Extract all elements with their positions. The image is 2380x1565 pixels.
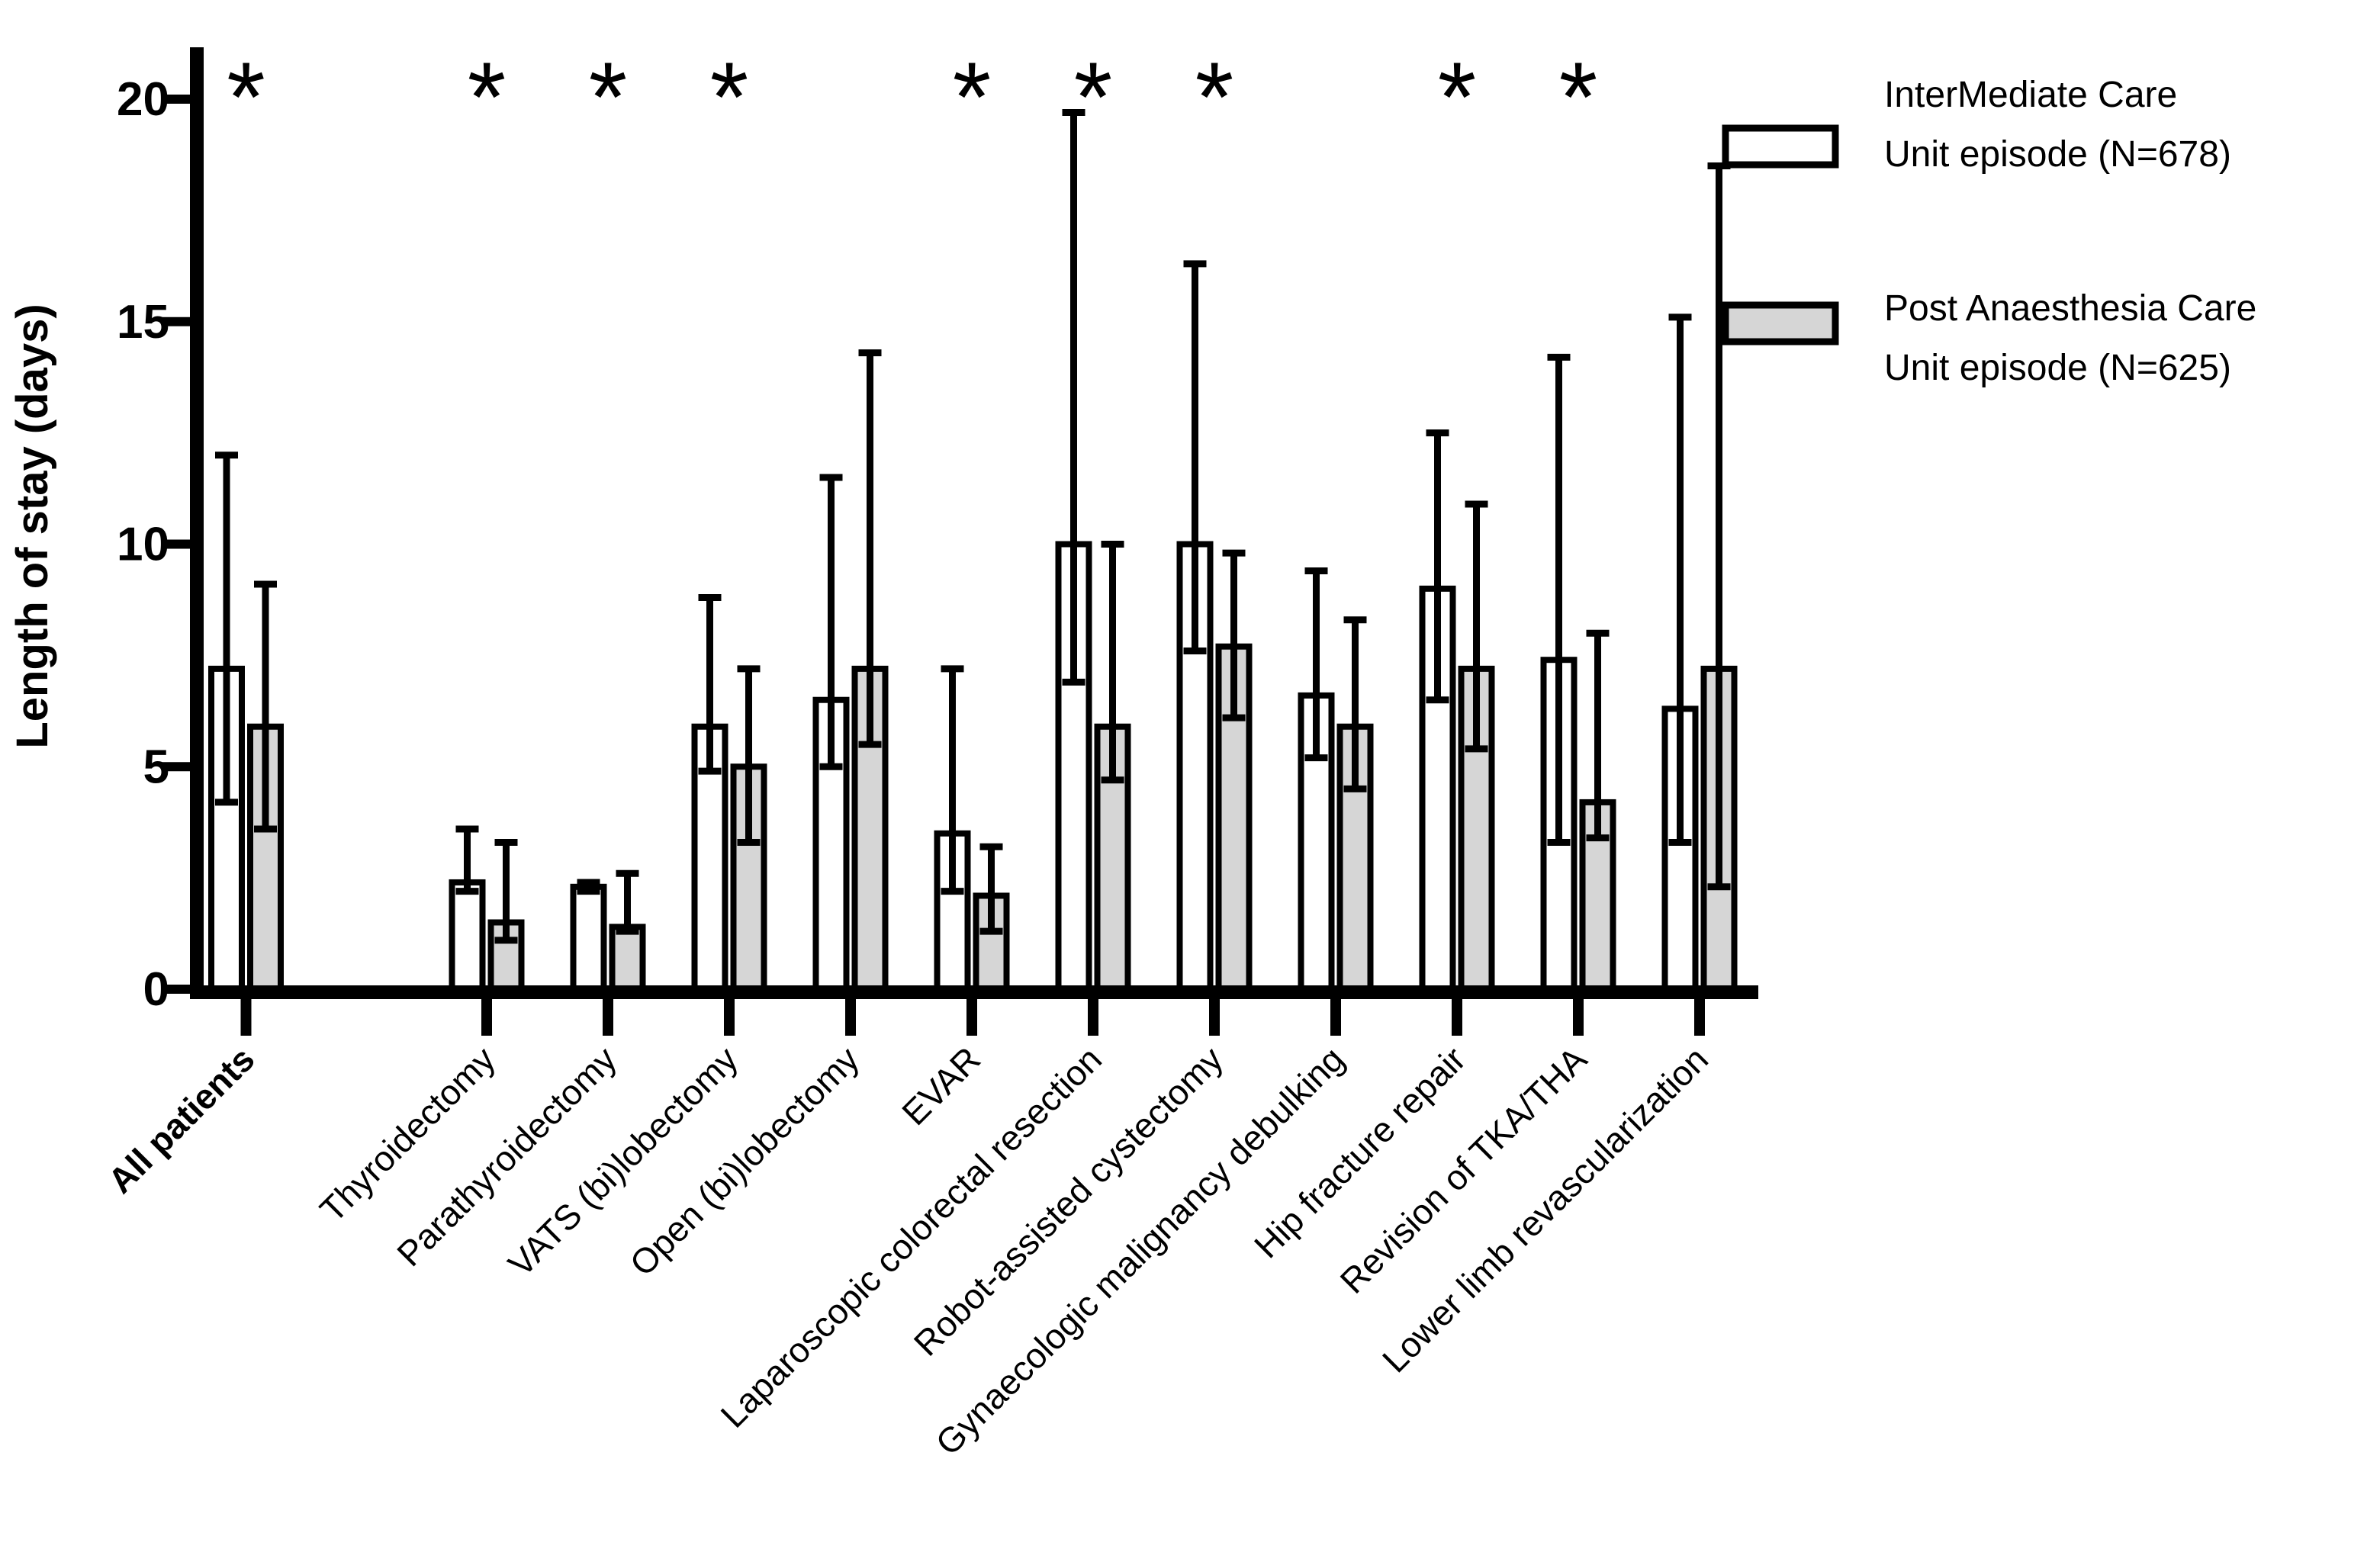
bars-group: [208, 541, 1738, 996]
asterisk-cat0: *: [227, 41, 265, 153]
legend-label-imcu-line2: Unit episode (N=678): [1884, 134, 2231, 175]
y-tick-label-10: 10: [117, 519, 169, 571]
x-label-cat10: Revision of TKA/THA: [1333, 1039, 1595, 1301]
y-tick-label-5: 5: [143, 741, 169, 793]
x-label-cat5: EVAR: [894, 1039, 988, 1133]
y-tick-label-20: 20: [117, 73, 169, 126]
legend-swatch-pacu: [1722, 301, 1839, 345]
asterisk-cat7: *: [1195, 41, 1234, 153]
error-bars-group: [215, 109, 1731, 944]
asterisk-cat10: *: [1559, 41, 1598, 153]
bar-series1-cat2: [609, 924, 646, 996]
asterisk-cat9: *: [1438, 41, 1477, 153]
x-label-cat4: Open (bi)lobectomy: [622, 1039, 867, 1284]
y-tick-label-15: 15: [117, 296, 169, 349]
legend-label-imcu-line1: InterMediate Care: [1884, 75, 2177, 115]
asterisk-cat2: *: [589, 41, 628, 153]
bar-series0-cat1: [449, 879, 486, 995]
x-category-labels-group: All patients ThyroidectomyParathyroidecto…: [100, 1039, 1716, 1463]
x-label-cat0: All patients: [100, 1039, 262, 1200]
legend-label-pacu-line2: Unit episode (N=625): [1884, 348, 2231, 388]
bar-series0-cat2: [570, 883, 607, 996]
legend: InterMediate Care Unit episode (N=678) P…: [1722, 75, 2256, 388]
legend-swatch-imcu: [1722, 124, 1839, 169]
significance-asterisks-group: * * * * * * * * *: [227, 41, 1597, 153]
asterisk-cat5: *: [953, 41, 992, 153]
asterisk-cat3: *: [710, 41, 749, 153]
x-label-cat9: Hip fracture repair: [1246, 1039, 1473, 1265]
y-axis: 0 5 10 15 20: [117, 47, 204, 1016]
x-ticks-group: [240, 999, 1705, 1036]
y-tick-label-0: 0: [143, 963, 169, 1016]
legend-label-pacu-line1: Post Anaesthesia Care: [1884, 288, 2256, 329]
y-axis-title: Length of stay (days): [8, 304, 57, 748]
asterisk-cat1: *: [468, 41, 507, 153]
asterisk-cat6: *: [1074, 41, 1113, 153]
x-label-cat3: VATS (bi)lobectomy: [500, 1039, 745, 1284]
x-label-cat2: Parathyroidectomy: [389, 1039, 624, 1274]
